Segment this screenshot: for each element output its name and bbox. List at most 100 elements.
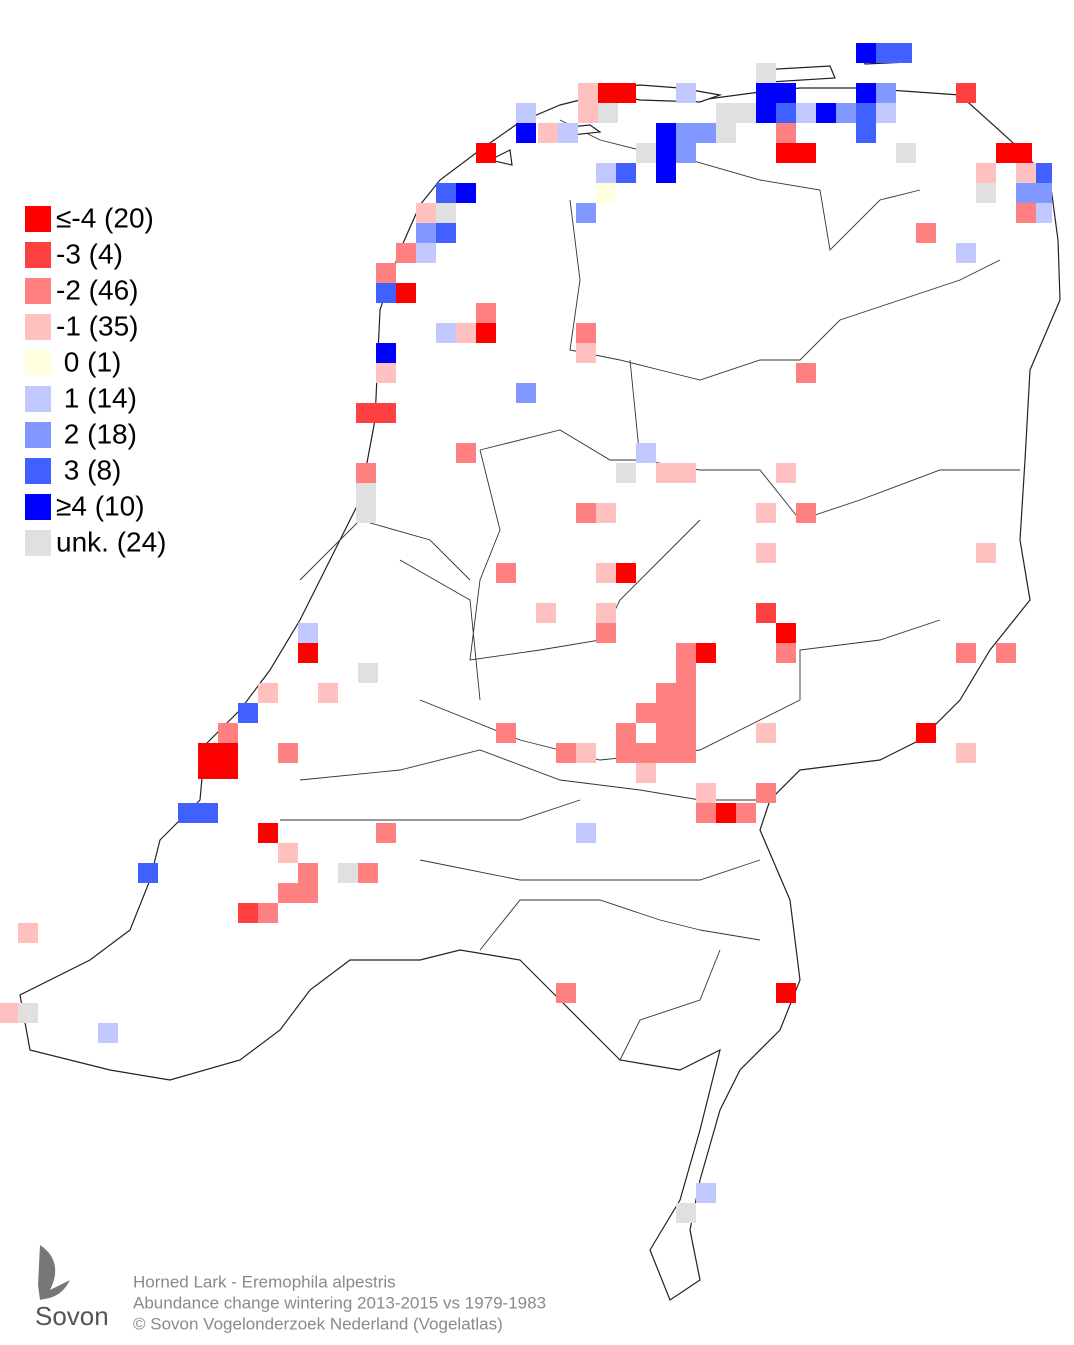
grid-cell: [736, 803, 756, 823]
grid-cell: [578, 103, 598, 123]
grid-cell: [376, 343, 396, 363]
grid-cell: [676, 83, 696, 103]
grid-cell: [856, 103, 876, 143]
legend-swatch: [25, 350, 51, 376]
grid-cell: [716, 103, 756, 123]
caption-line: Abundance change wintering 2013-2015 vs …: [133, 1293, 546, 1312]
grid-cell: [0, 1003, 18, 1023]
legend-label: 1 (14): [56, 382, 137, 413]
legend-swatch: [25, 386, 51, 412]
grid-cell: [376, 823, 396, 843]
grid-cell: [636, 763, 656, 783]
grid-cell: [676, 643, 696, 683]
grid-cell: [616, 563, 636, 583]
grid-cell: [98, 1023, 118, 1043]
legend-label: -3 (4): [56, 238, 123, 269]
grid-cell: [756, 503, 776, 523]
grid-cell: [756, 603, 776, 623]
grid-cell: [676, 123, 716, 143]
grid-cell: [416, 223, 436, 243]
grid-cell: [956, 243, 976, 263]
grid-cell: [556, 743, 576, 763]
grid-cell: [318, 683, 338, 703]
grid-cell: [1016, 203, 1036, 223]
grid-cell: [578, 83, 598, 103]
grid-cell: [656, 463, 696, 483]
grid-cell: [776, 643, 796, 663]
grid-cell: [538, 123, 558, 143]
grid-cell: [396, 243, 416, 263]
grid-cell: [596, 623, 616, 643]
grid-cell: [876, 43, 912, 63]
grid-cell: [218, 723, 238, 743]
grid-cell: [436, 323, 456, 343]
grid-cell: [496, 723, 516, 743]
grid-cell: [376, 363, 396, 383]
legend-swatch: [25, 530, 51, 556]
grid-cell: [916, 723, 936, 743]
grid-cell: [576, 343, 596, 363]
grid-cell: [198, 743, 238, 779]
grid-cell: [636, 443, 656, 463]
grid-cell: [576, 323, 596, 343]
grid-cells: [0, 43, 1052, 1223]
grid-cell: [796, 503, 816, 523]
grid-cell: [376, 283, 396, 303]
grid-cell: [298, 863, 318, 903]
legend-label: ≥4 (10): [56, 490, 145, 521]
grid-cell: [696, 783, 716, 803]
grid-cell: [1016, 163, 1036, 183]
grid-cell: [436, 203, 456, 223]
logo: Sovon: [35, 1245, 109, 1331]
grid-cell: [596, 603, 616, 623]
grid-cell: [516, 383, 536, 403]
grid-cell: [776, 143, 816, 163]
grid-cell: [358, 663, 378, 683]
legend-swatch: [25, 278, 51, 304]
grid-cell: [916, 223, 936, 243]
grid-cell: [776, 623, 796, 643]
grid-cell: [696, 803, 716, 823]
legend-label: ≤-4 (20): [56, 202, 154, 233]
legend-label: unk. (24): [56, 526, 167, 557]
grid-cell: [278, 743, 298, 763]
legend-label: -1 (35): [56, 310, 138, 341]
grid-cell: [956, 743, 976, 763]
grid-cell: [556, 983, 576, 1003]
grid-cell: [616, 163, 636, 183]
grid-cell: [656, 723, 696, 763]
legend-label: 2 (18): [56, 418, 137, 449]
grid-cell: [616, 723, 636, 763]
grid-cell: [278, 843, 298, 863]
grid-cell: [776, 123, 796, 143]
grid-cell: [516, 123, 536, 143]
grid-cell: [956, 643, 976, 663]
grid-cell: [1036, 163, 1052, 183]
grid-cell: [756, 723, 776, 743]
grid-cell: [776, 983, 796, 1003]
grid-cell: [1016, 183, 1052, 203]
grid-cell: [436, 183, 456, 203]
grid-cell: [756, 63, 776, 83]
grid-cell: [436, 223, 456, 243]
grid-cell: [576, 743, 596, 763]
grid-cell: [358, 863, 378, 883]
grid-cell: [356, 403, 396, 423]
grid-cell: [598, 83, 636, 103]
logo-text: Sovon: [35, 1301, 109, 1331]
grid-cell: [456, 183, 476, 203]
grid-cell: [616, 463, 636, 483]
grid-cell: [676, 143, 696, 163]
grid-cell: [258, 903, 278, 923]
grid-cell: [376, 263, 396, 283]
grid-cell: [896, 143, 916, 163]
legend-swatch: [25, 458, 51, 484]
grid-cell: [796, 363, 816, 383]
grid-cell: [596, 503, 616, 523]
legend-swatch: [25, 314, 51, 340]
grid-cell: [876, 103, 896, 123]
grid-cell: [656, 123, 676, 183]
grid-cell: [836, 103, 856, 123]
grid-cell: [716, 123, 736, 143]
legend: ≤-4 (20) -3 (4) -2 (46) -1 (35) 0 (1) 1 (14…: [25, 202, 167, 557]
